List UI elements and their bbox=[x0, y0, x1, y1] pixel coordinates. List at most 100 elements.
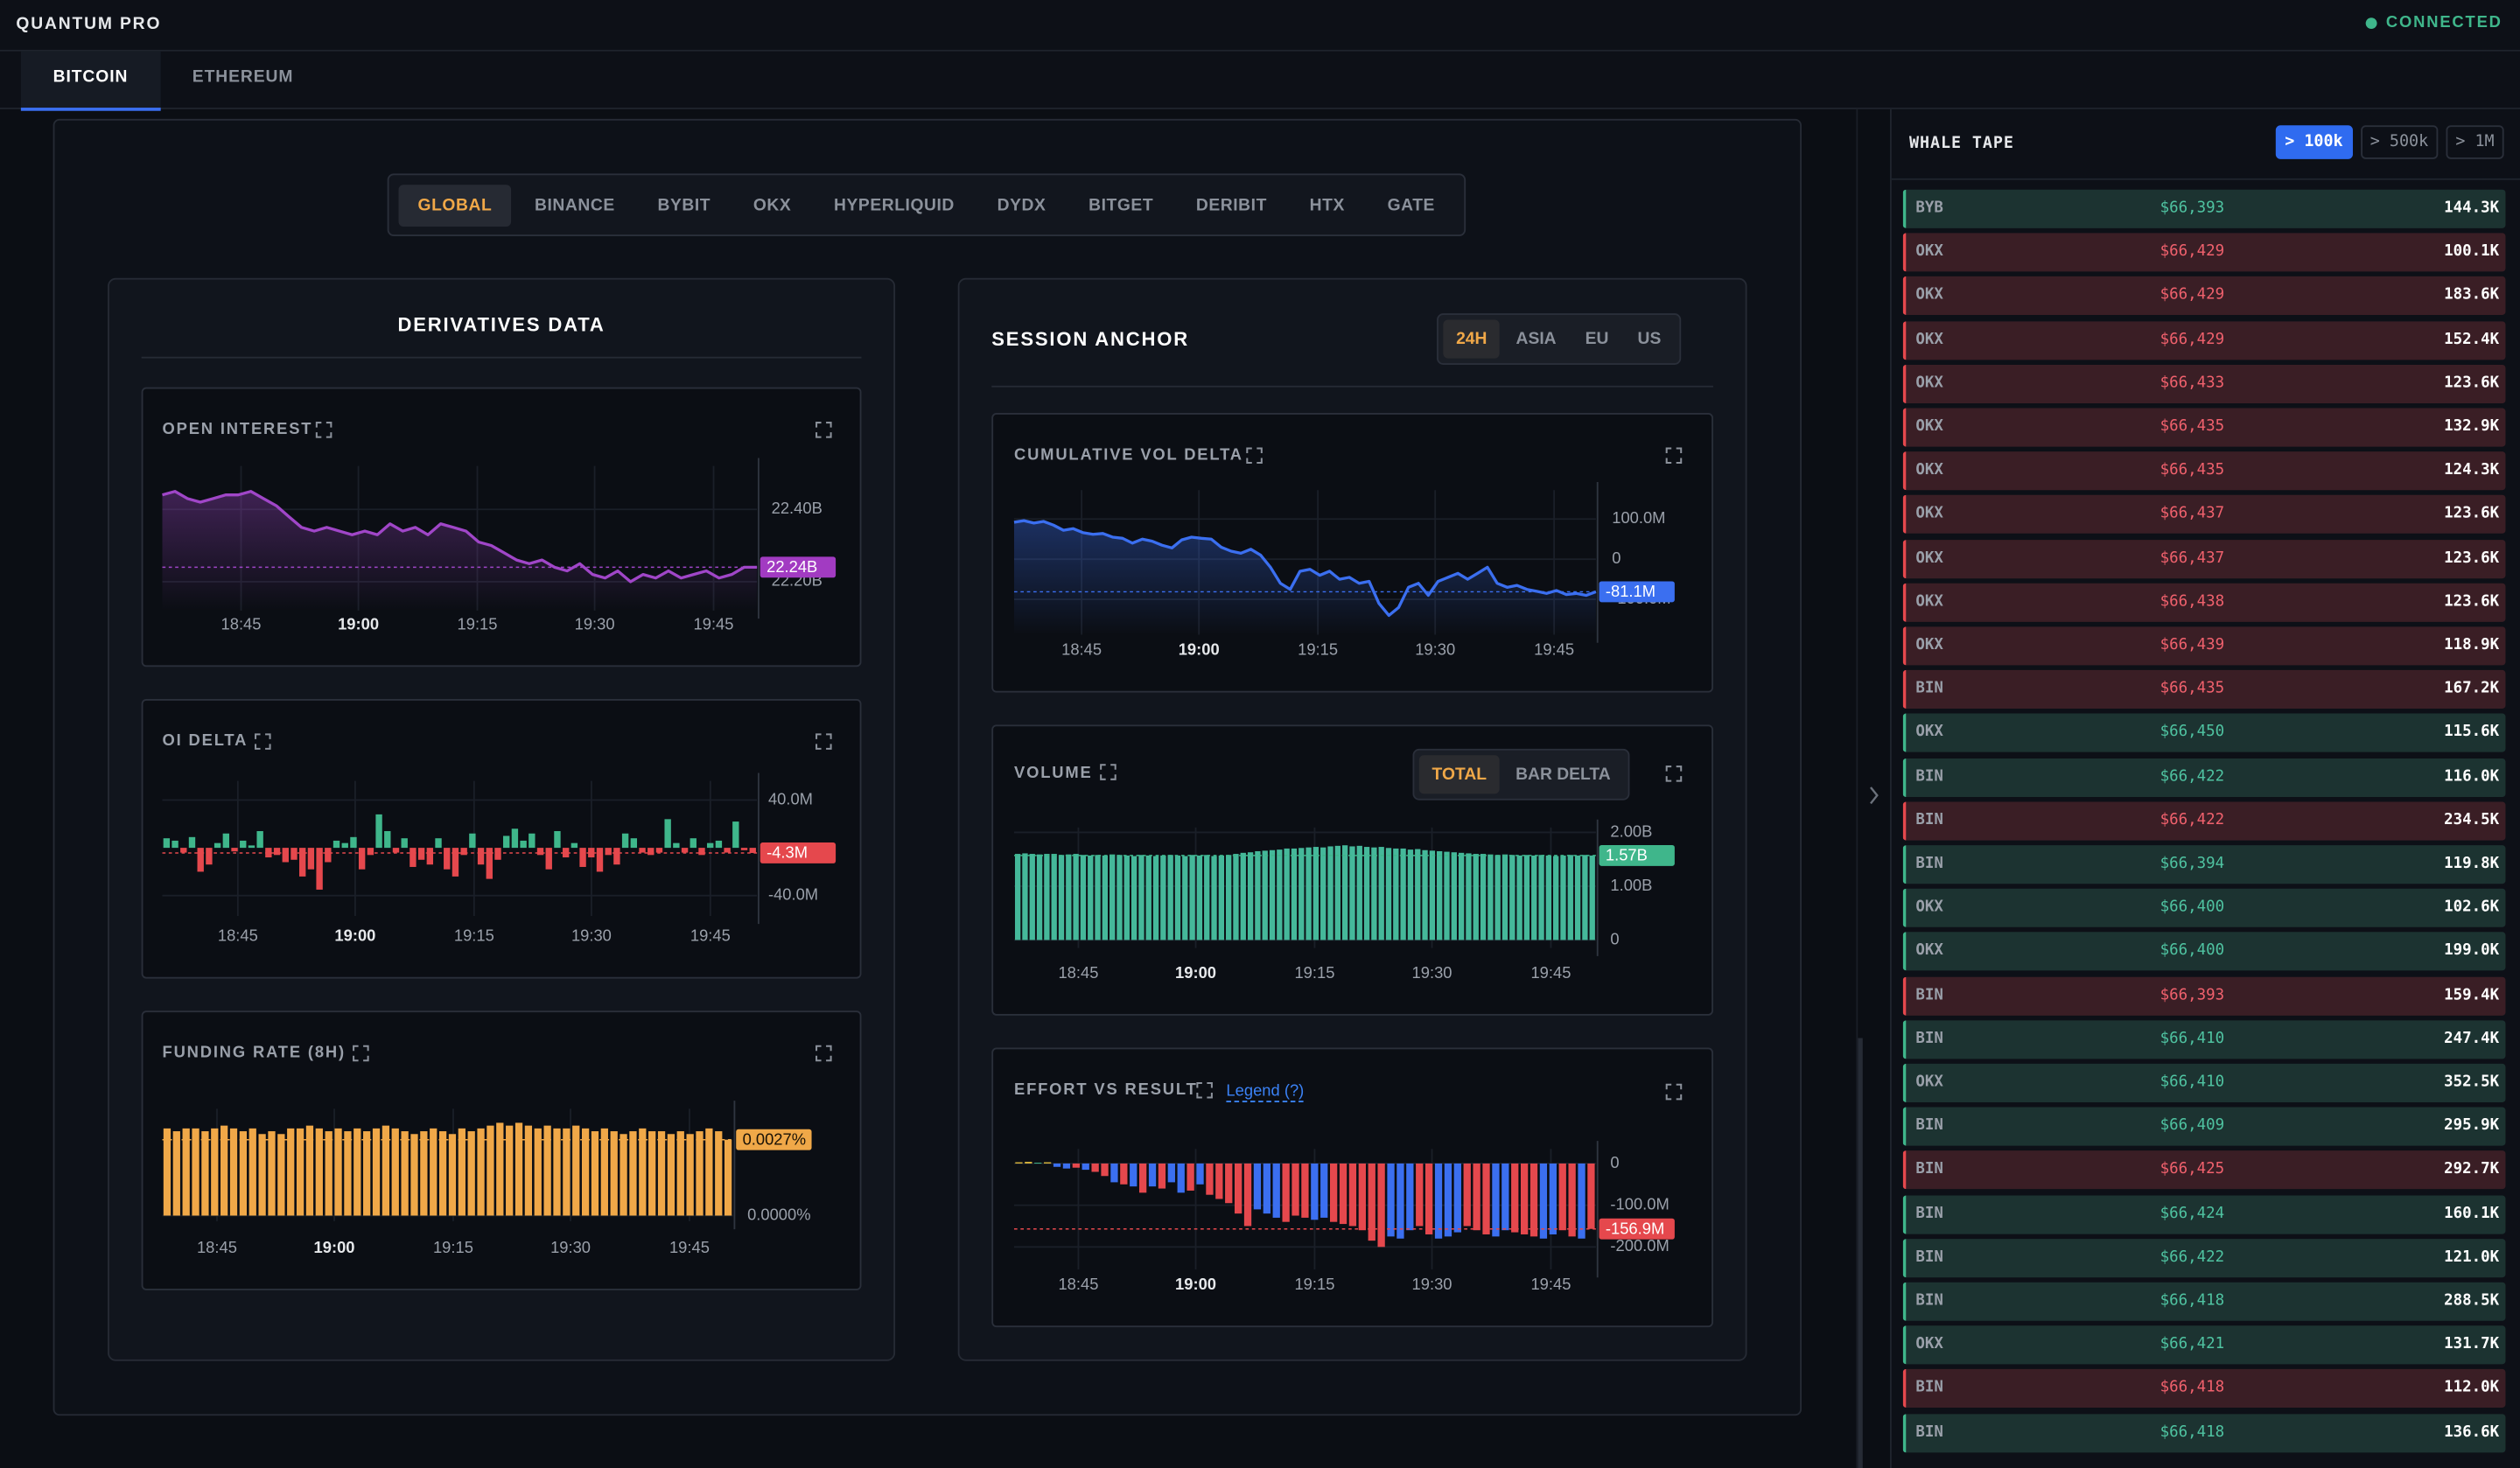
exchange-button[interactable]: OKX bbox=[752, 195, 792, 215]
price: $66,393 bbox=[2160, 199, 2225, 217]
bar bbox=[1349, 846, 1355, 940]
session-button[interactable]: 24H bbox=[1443, 319, 1501, 359]
y-tick-label: 2.00B bbox=[1610, 821, 1652, 840]
session-button[interactable]: US bbox=[1637, 329, 1662, 349]
bar bbox=[367, 848, 374, 856]
bar bbox=[410, 1134, 418, 1216]
bar bbox=[1058, 855, 1065, 940]
x-tick-label: 19:45 bbox=[1530, 963, 1571, 982]
bar bbox=[1463, 1163, 1471, 1227]
tab-bar: BITCOIN ETHEREUM bbox=[0, 51, 2520, 111]
bar bbox=[1466, 853, 1472, 940]
expand-icon[interactable] bbox=[353, 1045, 369, 1062]
tape-row: BIN $66,410 247.4K bbox=[1902, 1019, 2506, 1059]
mode-button[interactable]: BAR DELTA bbox=[1516, 765, 1611, 785]
brand: QUANTUM PRO bbox=[16, 14, 162, 34]
bar bbox=[1539, 1163, 1548, 1239]
exchange-button[interactable]: HTX bbox=[1309, 195, 1345, 215]
session-button[interactable]: EU bbox=[1585, 329, 1609, 349]
expand-icon[interactable] bbox=[1665, 1083, 1683, 1101]
exchange-button[interactable]: DYDX bbox=[997, 195, 1046, 215]
expand-icon[interactable] bbox=[1196, 1081, 1213, 1099]
size: 183.6K bbox=[2444, 286, 2500, 304]
price: $66,394 bbox=[2160, 855, 2225, 873]
price: $66,400 bbox=[2160, 898, 2225, 917]
bar bbox=[1102, 855, 1109, 940]
price: $66,429 bbox=[2160, 242, 2225, 261]
size: 292.7K bbox=[2444, 1160, 2500, 1179]
size: 132.9K bbox=[2444, 417, 2500, 436]
size: 119.8K bbox=[2444, 855, 2500, 873]
exchange: OKX bbox=[1915, 461, 1943, 479]
bar bbox=[325, 848, 332, 863]
expand-icon[interactable] bbox=[315, 422, 332, 438]
bar bbox=[1022, 853, 1028, 940]
bar bbox=[1226, 855, 1232, 940]
bar bbox=[496, 1122, 504, 1216]
connection-status: CONNECTED bbox=[2365, 15, 2502, 32]
exchange: OKX bbox=[1915, 942, 1943, 961]
bar bbox=[1272, 1163, 1280, 1218]
exchange-button[interactable]: GATE bbox=[1387, 195, 1435, 215]
exchange-button[interactable]: BINANCE bbox=[535, 195, 615, 215]
bar bbox=[588, 848, 595, 858]
expand-icon[interactable] bbox=[1246, 447, 1263, 464]
tape-row: OKX $66,433 123.6K bbox=[1902, 364, 2506, 403]
icon-path bbox=[816, 733, 832, 750]
bar bbox=[448, 1134, 457, 1216]
tab[interactable]: ETHEREUM bbox=[192, 67, 294, 87]
bar bbox=[1145, 855, 1152, 940]
bar bbox=[667, 1134, 676, 1216]
expand-icon[interactable] bbox=[1665, 765, 1683, 782]
exchange-button[interactable]: GLOBAL bbox=[398, 184, 512, 227]
bar bbox=[180, 848, 187, 853]
size: 352.5K bbox=[2444, 1073, 2500, 1092]
exchange-button[interactable]: DERIBIT bbox=[1195, 195, 1267, 215]
bar bbox=[268, 1131, 276, 1216]
bar bbox=[1110, 1163, 1118, 1183]
expand-icon[interactable] bbox=[816, 733, 832, 750]
bar bbox=[639, 848, 646, 853]
x-tick-label: 18:45 bbox=[1058, 963, 1098, 982]
bar bbox=[1516, 855, 1522, 940]
expand-icon[interactable] bbox=[816, 422, 832, 438]
expand-icon[interactable] bbox=[1100, 764, 1116, 780]
bar bbox=[1416, 1163, 1424, 1227]
bar bbox=[1082, 1163, 1089, 1171]
sidebar-handle[interactable] bbox=[1856, 108, 1890, 1468]
mode-button[interactable]: TOTAL bbox=[1418, 755, 1500, 794]
tape-row: OKX $66,435 132.9K bbox=[1902, 408, 2506, 447]
filter-button[interactable]: > 1M bbox=[2446, 125, 2504, 159]
bar bbox=[715, 840, 723, 849]
badge-bg bbox=[760, 556, 836, 578]
bar bbox=[305, 1125, 314, 1216]
price: $66,422 bbox=[2160, 767, 2225, 786]
exchange-button[interactable]: BYBIT bbox=[657, 195, 711, 215]
bar bbox=[705, 1128, 713, 1216]
bar bbox=[240, 840, 247, 849]
expand-icon[interactable] bbox=[255, 733, 271, 750]
bar bbox=[1444, 1163, 1452, 1237]
bar bbox=[648, 1131, 656, 1216]
bar bbox=[1523, 855, 1530, 940]
y-tick-label: 0.0000% bbox=[747, 1205, 810, 1223]
exchange-button[interactable]: BITGET bbox=[1088, 195, 1154, 215]
bar bbox=[220, 1125, 228, 1216]
expand-icon[interactable] bbox=[1665, 447, 1683, 464]
tab[interactable]: BITCOIN bbox=[20, 51, 161, 111]
bar bbox=[1377, 1163, 1385, 1248]
exchange-button[interactable]: HYPERLIQUID bbox=[834, 195, 955, 215]
session-button[interactable]: ASIA bbox=[1516, 329, 1557, 349]
bar bbox=[740, 848, 748, 850]
expand-icon[interactable] bbox=[816, 1045, 832, 1062]
bar bbox=[1043, 1162, 1052, 1164]
legend-link[interactable]: Legend (?) bbox=[1226, 1082, 1305, 1102]
exchange: OKX bbox=[1915, 724, 1943, 742]
filter-button[interactable]: > 500k bbox=[2360, 125, 2439, 159]
bar bbox=[639, 1128, 647, 1216]
bar bbox=[494, 848, 501, 860]
tape-row: BIN $66,422 234.5K bbox=[1902, 801, 2506, 841]
filter-button[interactable]: > 100k bbox=[2275, 125, 2353, 159]
bar bbox=[1053, 1163, 1061, 1167]
